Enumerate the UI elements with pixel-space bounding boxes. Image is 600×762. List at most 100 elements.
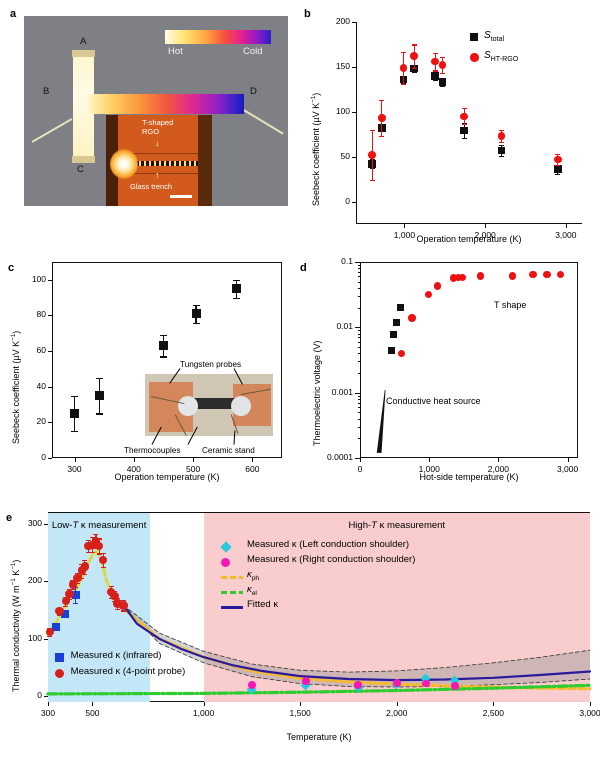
panel-d-marker-circle: [543, 270, 551, 279]
y-tick: [357, 418, 360, 420]
y-tick: [48, 351, 52, 353]
panel-e-error-bar-cap: [82, 573, 88, 575]
panel-b-marker-circle: [368, 151, 376, 159]
y-tick: [357, 296, 360, 298]
panel-b-error-bar-cap: [369, 180, 375, 182]
x-tick: [590, 702, 591, 706]
x-tick: [300, 702, 302, 706]
inset-arrow-up-icon: ↑: [155, 170, 160, 180]
panel-b-marker-circle: [378, 114, 386, 122]
panel-e-y-tick-label: 0: [37, 690, 42, 701]
panel-e-x-tick-label: 3,000: [579, 708, 600, 718]
x-tick: [193, 458, 195, 462]
x-tick: [493, 702, 495, 706]
y-tick: [357, 341, 360, 343]
panel-e-y-tick-label: 300: [27, 517, 42, 528]
temperature-colorbar: [165, 30, 271, 44]
inset-dark-right: [198, 115, 212, 206]
panel-b-error-bar-cap: [432, 70, 438, 72]
y-tick: [352, 22, 356, 23]
panel-e-error-bar-cap: [121, 600, 127, 602]
panel-d-axes: [360, 262, 578, 458]
schematic-label-d: D: [250, 86, 257, 97]
panel-b-error-bar-cap: [401, 51, 407, 53]
panel-e-marker-4point-probe: [119, 601, 128, 610]
panel-b-error-bar-cap: [411, 72, 417, 74]
panel-e-error-bar-cap: [121, 610, 127, 612]
y-tick: [357, 307, 360, 309]
y-tick: [352, 201, 356, 203]
panel-b-marker-square: [460, 126, 468, 135]
panel-b-seebeck-vs-temperature: b 1,000 2,000 3,000 0 50 100 150 200 Operation …: [300, 8, 598, 244]
panel-b-error-bar-cap: [555, 153, 561, 156]
panel-e-marker-4point-probe: [45, 627, 55, 636]
y-tick: [357, 333, 360, 335]
y-tick: [357, 372, 360, 374]
panel-d-marker-circle: [408, 314, 416, 322]
y-tick: [48, 315, 52, 317]
panel-b-error-bar-cap: [498, 129, 504, 131]
panel-d-y-tick-label: 0.01: [336, 321, 353, 332]
panel-e-error-bar-cap: [114, 608, 120, 610]
panel-e-marker-4point-probe: [65, 589, 74, 598]
panel-e-marker-4point-probe: [94, 541, 104, 551]
y-tick: [357, 330, 360, 332]
panel-b-y-tick-label: 200: [335, 16, 350, 26]
panel-e-marker-infrared: [60, 610, 69, 619]
panel-e-legend-line-fitted: [220, 606, 243, 609]
panel-e-error-bar-cap: [108, 586, 114, 588]
panel-b-marker-circle: [554, 155, 562, 164]
y-tick: [357, 347, 360, 348]
panel-d-marker-circle: [433, 282, 442, 290]
panel-letter-b: b: [304, 8, 311, 20]
y-tick: [355, 262, 360, 263]
panel-e-legend-label: Measured κ (4-point probe): [70, 666, 186, 677]
panel-e-error-bar-cap: [63, 605, 69, 607]
y-tick: [355, 458, 360, 459]
panel-e-marker-4point-probe: [98, 555, 108, 565]
panel-b-error-bar-cap: [461, 137, 467, 139]
panel-b-y-axis-title: Seebeck coefficient (µV K−1): [310, 92, 321, 206]
panel-b-legend-marker-square: [470, 33, 478, 41]
panel-b-legend-label: SHT-RGO: [484, 50, 519, 63]
panel-e-marker-4point-probe: [77, 566, 87, 575]
inset-trench-edge-top: [118, 153, 198, 154]
panel-e-error-bar-cap: [73, 602, 79, 605]
colorbar-cold-label: Cold: [243, 46, 263, 57]
panel-b-error-bar-cap: [369, 129, 375, 131]
panel-d-x-axis-title: Hot-side temperature (K): [419, 472, 519, 482]
panel-c-error-bar-cap: [192, 322, 200, 324]
panel-c-seebeck-low-temperature: c 300 400 500 600 0 20 40 60 80 100 Tungsten prob…: [2, 244, 298, 492]
panel-e-x-tick-label: 500: [85, 708, 100, 718]
panel-e-marker-right-shoulder: [302, 677, 310, 686]
inset-scale-bar: [170, 195, 192, 198]
panel-e-x-tick-label: 2,500: [482, 708, 505, 718]
panel-c-inset-photo: [145, 374, 273, 436]
panel-e-error-bar-cap: [85, 552, 91, 554]
y-tick: [48, 422, 52, 424]
panel-e-error-bar-cap: [66, 598, 72, 601]
panel-c-marker-square: [231, 284, 241, 294]
panel-c-error-bar-cap: [95, 377, 103, 379]
panel-c-y-tick-label: 0: [41, 452, 46, 462]
panel-b-error-bar-cap: [411, 44, 417, 46]
y-tick: [357, 426, 360, 428]
panel-b-legend-label: Stotal: [484, 30, 505, 43]
panel-b-y-tick-label: 150: [335, 60, 350, 71]
y-tick: [355, 327, 360, 329]
panel-d-marker-circle: [449, 274, 458, 282]
panel-e-error-bar-cap: [114, 598, 120, 600]
panel-c-error-bar-cap: [232, 279, 240, 281]
panel-c-error-bar-cap: [159, 356, 167, 358]
panel-e-legend-label: Measured κ (Left conduction shoulder): [246, 539, 410, 550]
panel-b-error-bar-cap: [555, 173, 561, 175]
panel-c-y-tick-label: 60: [36, 345, 46, 356]
panel-d-thermoelectric-voltage: d 0 1,000 2,000 3,000 0.0001 0.001 0.01 0.1 Hot…: [298, 244, 598, 492]
panel-letter-e: e: [6, 512, 13, 524]
panel-b-marker-square: [438, 78, 447, 86]
panel-c-error-bar-cap: [192, 304, 200, 306]
inset-rgo-ribbon: [126, 161, 198, 166]
y-tick: [357, 272, 360, 274]
panel-c-marker-square: [158, 341, 168, 351]
panel-d-marker-circle: [454, 273, 463, 282]
